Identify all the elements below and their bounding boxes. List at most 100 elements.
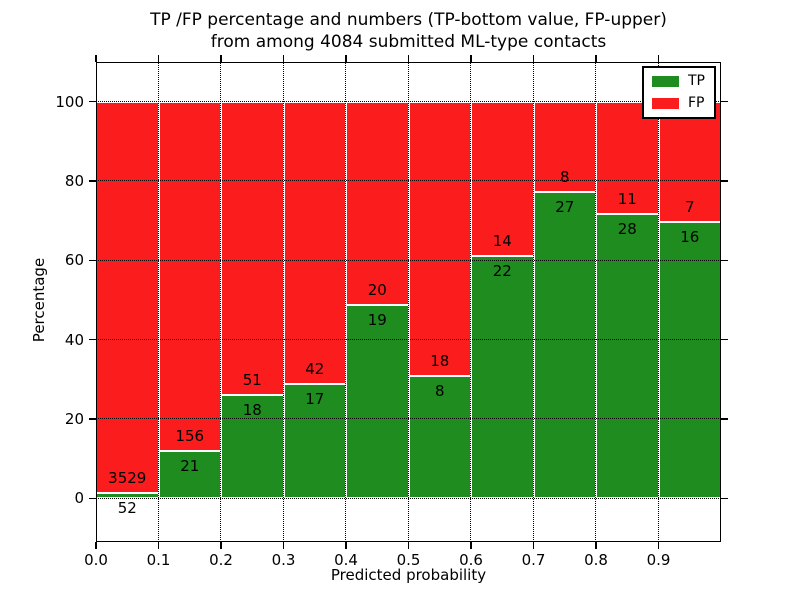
x-tick-bottom bbox=[345, 542, 347, 549]
chart-title-line2: from among 4084 submitted ML-type contac… bbox=[210, 32, 607, 52]
x-tick-label: 0.3 bbox=[271, 551, 296, 569]
fp-count-label: 42 bbox=[305, 360, 325, 379]
bar-segment-fp bbox=[346, 101, 409, 306]
bar-segment-tp bbox=[346, 305, 409, 499]
tp-count-label: 16 bbox=[680, 228, 700, 247]
fp-count-label: 11 bbox=[617, 189, 637, 208]
tp-count-label: 8 bbox=[434, 382, 445, 401]
y-tick-left bbox=[89, 259, 96, 262]
bar-segment-tp bbox=[658, 222, 721, 499]
x-tick-top bbox=[595, 55, 597, 62]
x-tick-bottom bbox=[157, 542, 160, 549]
x-tick-bottom bbox=[532, 542, 535, 549]
x-tick-top bbox=[157, 55, 160, 62]
bar-segment-tp bbox=[408, 376, 471, 499]
gridline-vertical bbox=[407, 62, 409, 542]
plot-area: 3529 52 156 21 51 18 42 17 20 19 18 8 14 22 8 27 11 28 7 16… bbox=[55, 55, 728, 569]
gridline-vertical bbox=[220, 62, 222, 542]
fp-count-label: 51 bbox=[242, 370, 262, 389]
tp-count-label: 17 bbox=[305, 390, 325, 409]
fp-count-label: 18 bbox=[430, 352, 450, 371]
x-tick-top bbox=[220, 55, 222, 62]
bar-segment-fp bbox=[471, 101, 534, 256]
x-tick-bottom bbox=[220, 542, 222, 549]
gridline-vertical bbox=[157, 62, 159, 542]
bar-segment-tp bbox=[471, 255, 534, 499]
legend-label-fp: FP bbox=[688, 95, 705, 111]
gridline-vertical bbox=[345, 62, 347, 542]
tp-count-label: 28 bbox=[617, 219, 637, 238]
gridline-vertical bbox=[470, 62, 472, 542]
x-tick-top bbox=[407, 55, 410, 62]
y-tick-left bbox=[89, 180, 96, 182]
tp-count-label: 52 bbox=[117, 498, 137, 517]
y-tick-left bbox=[89, 100, 96, 103]
y-tick-right bbox=[721, 259, 728, 262]
legend-swatch-fp-icon bbox=[652, 97, 679, 109]
x-tick-label: 0.9 bbox=[646, 551, 671, 569]
legend: TP FP bbox=[642, 66, 716, 119]
legend-item-fp: FP bbox=[652, 96, 705, 110]
gridline-vertical bbox=[657, 62, 659, 542]
tp-count-label: 22 bbox=[492, 261, 512, 280]
fp-count-label: 7 bbox=[684, 198, 695, 217]
bar-segment-fp bbox=[658, 101, 721, 223]
y-tick-right bbox=[721, 100, 728, 103]
legend-item-tp: TP bbox=[652, 74, 705, 88]
x-tick-label: 0.6 bbox=[459, 551, 483, 569]
x-tick-label: 0.7 bbox=[521, 551, 546, 569]
gridline-vertical bbox=[532, 62, 534, 542]
x-tick-label: 0.1 bbox=[146, 551, 171, 569]
x-tick-bottom bbox=[657, 542, 660, 549]
y-tick-label: 20 bbox=[64, 410, 84, 429]
tp-count-label: 19 bbox=[367, 311, 387, 330]
legend-label-tp: TP bbox=[688, 73, 705, 89]
y-tick-left bbox=[89, 418, 96, 420]
x-tick-label: 0.8 bbox=[584, 551, 608, 569]
x-axis-label: Predicted probability bbox=[330, 566, 487, 584]
x-tick-top bbox=[470, 55, 472, 62]
bar-segment-fp bbox=[96, 101, 159, 493]
x-tick-label: 0.5 bbox=[396, 551, 421, 569]
tp-count-label: 27 bbox=[555, 198, 575, 217]
x-tick-top bbox=[345, 55, 347, 62]
x-tick-top bbox=[282, 55, 285, 62]
bar-segment-tp bbox=[596, 213, 659, 499]
fp-count-label: 14 bbox=[492, 231, 512, 250]
bar-segment-fp bbox=[283, 101, 346, 385]
x-tick-label: 0.4 bbox=[334, 551, 358, 569]
fp-count-label: 3529 bbox=[108, 468, 147, 487]
x-tick-top bbox=[95, 55, 97, 62]
fp-count-label: 20 bbox=[367, 281, 387, 300]
y-tick-right bbox=[721, 497, 728, 500]
y-tick-label: 80 bbox=[64, 172, 84, 190]
bar-segment-fp bbox=[408, 101, 471, 377]
x-tick-top bbox=[657, 55, 660, 62]
x-tick-bottom bbox=[595, 542, 597, 549]
y-tick-right bbox=[721, 418, 728, 420]
x-tick-bottom bbox=[470, 542, 472, 549]
fp-count-label: 156 bbox=[175, 427, 205, 446]
y-tick-label: 100 bbox=[55, 92, 84, 111]
bar-segment-fp bbox=[221, 101, 284, 395]
y-tick-right bbox=[721, 338, 728, 341]
x-tick-label: 0.0 bbox=[84, 551, 108, 569]
chart-title-line1: TP /FP percentage and numbers (TP-bottom… bbox=[150, 10, 667, 30]
y-tick-label: 40 bbox=[64, 330, 84, 349]
y-tick-label: 0 bbox=[74, 489, 84, 508]
x-tick-bottom bbox=[282, 542, 285, 549]
gridline-vertical bbox=[595, 62, 597, 542]
y-tick-label: 60 bbox=[64, 251, 84, 270]
bar-segment-tp bbox=[533, 192, 596, 499]
tp-count-label: 18 bbox=[242, 400, 262, 419]
x-tick-label: 0.2 bbox=[209, 551, 233, 569]
y-tick-right bbox=[721, 180, 728, 182]
bar-segment-fp bbox=[533, 101, 596, 193]
chart-title: TP /FP percentage and numbers (TP-bottom… bbox=[96, 9, 721, 53]
y-tick-left bbox=[89, 338, 96, 341]
tp-count-label: 21 bbox=[180, 457, 200, 476]
bar-segment-tp bbox=[283, 384, 346, 499]
fp-count-label: 8 bbox=[559, 168, 570, 187]
gridline-vertical bbox=[282, 62, 284, 542]
